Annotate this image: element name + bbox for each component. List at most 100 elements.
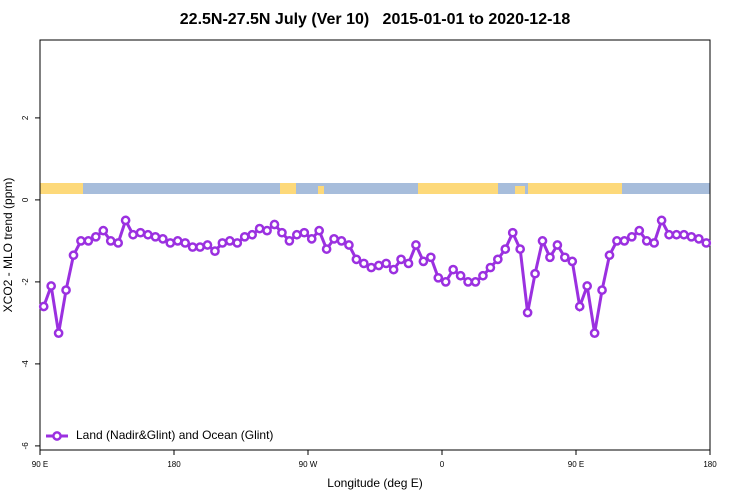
data-point xyxy=(306,234,317,244)
data-point xyxy=(329,234,339,244)
data-point xyxy=(277,227,287,238)
data-point xyxy=(224,236,235,246)
data-point xyxy=(559,252,570,263)
data-point xyxy=(172,236,183,246)
data-point xyxy=(217,238,228,248)
data-point xyxy=(299,227,310,238)
chart-title: 22.5N-27.5N July (Ver 10) 2015-01-01 to … xyxy=(180,11,571,28)
data-point xyxy=(567,256,578,267)
data-point xyxy=(478,270,488,281)
data-point xyxy=(344,240,354,250)
series-line xyxy=(42,216,708,334)
data-point xyxy=(396,254,406,265)
y-axis-label: XCO2 - MLO trend (ppm) xyxy=(1,178,15,313)
data-point xyxy=(291,229,302,240)
data-point xyxy=(128,229,138,240)
data-point xyxy=(649,238,660,248)
data-point xyxy=(463,277,473,287)
data-point xyxy=(68,250,79,261)
data-point xyxy=(515,244,526,254)
data-point xyxy=(589,328,600,338)
legend-marker xyxy=(52,431,62,441)
data-point xyxy=(373,260,384,271)
data-point xyxy=(336,236,347,246)
data-point xyxy=(552,240,563,250)
y-tick-label: -4 xyxy=(21,360,30,368)
data-point xyxy=(53,328,64,338)
plot-frame xyxy=(39,39,711,451)
data-point xyxy=(693,234,704,244)
data-point xyxy=(597,285,607,295)
data-point xyxy=(150,231,161,242)
data-point xyxy=(612,236,622,246)
data-point xyxy=(38,301,49,312)
data-point xyxy=(604,250,615,261)
data-point xyxy=(239,231,250,242)
data-point xyxy=(530,268,540,279)
data-point xyxy=(656,215,667,226)
data-point xyxy=(403,258,414,269)
data-point xyxy=(485,262,496,273)
data-point xyxy=(418,256,429,267)
data-point xyxy=(537,236,548,246)
data-point xyxy=(671,229,682,240)
data-point xyxy=(135,227,146,238)
data-point xyxy=(247,229,258,240)
data-point xyxy=(619,236,630,246)
data-point xyxy=(195,242,205,252)
data-point xyxy=(76,236,86,246)
data-point xyxy=(500,244,511,254)
x-tick-label: 90 W xyxy=(299,460,318,469)
y-tick-label: 2 xyxy=(21,115,30,120)
data-point xyxy=(113,238,124,248)
data-point xyxy=(262,225,272,236)
data-point xyxy=(61,285,71,295)
x-tick-label: 90 E xyxy=(568,460,584,469)
x-axis-label: Longitude (deg E) xyxy=(327,476,422,490)
data-point xyxy=(90,231,101,242)
data-point xyxy=(425,252,436,263)
data-point xyxy=(626,231,637,242)
data-point xyxy=(492,254,503,265)
x-tick-label: 90 E xyxy=(32,460,48,469)
data-point xyxy=(433,272,444,283)
data-point xyxy=(202,240,213,250)
x-tick-label: 180 xyxy=(703,460,717,469)
data-point xyxy=(664,229,674,240)
data-point xyxy=(157,234,168,244)
data-point xyxy=(448,264,459,275)
data-point xyxy=(411,240,421,250)
data-point xyxy=(254,223,265,234)
data-point xyxy=(366,262,377,273)
data-point xyxy=(388,264,399,275)
x-tick-label: 0 xyxy=(440,460,445,469)
data-point xyxy=(351,254,362,265)
data-point xyxy=(455,270,466,281)
data-point xyxy=(381,258,392,269)
data-point xyxy=(545,252,555,263)
data-point xyxy=(470,277,481,287)
data-point xyxy=(120,215,131,226)
data-point xyxy=(46,281,57,291)
data-point xyxy=(269,219,280,230)
data-point xyxy=(284,236,295,246)
map-strip xyxy=(40,183,710,194)
y-tick-label: 0 xyxy=(21,197,30,202)
y-tick-label: -6 xyxy=(21,442,30,450)
data-point xyxy=(641,236,652,246)
data-point xyxy=(679,229,689,240)
data-point xyxy=(582,281,593,291)
x-tick-label: 180 xyxy=(167,460,181,469)
data-point xyxy=(143,229,153,240)
data-point xyxy=(574,301,585,312)
data-point xyxy=(358,258,369,269)
data-point xyxy=(187,242,198,252)
data-point xyxy=(105,236,116,246)
data-point xyxy=(440,277,451,287)
data-point xyxy=(165,238,176,248)
data-point xyxy=(321,244,332,254)
data-point xyxy=(98,225,109,236)
data-point xyxy=(701,238,712,248)
data-point xyxy=(314,225,325,236)
